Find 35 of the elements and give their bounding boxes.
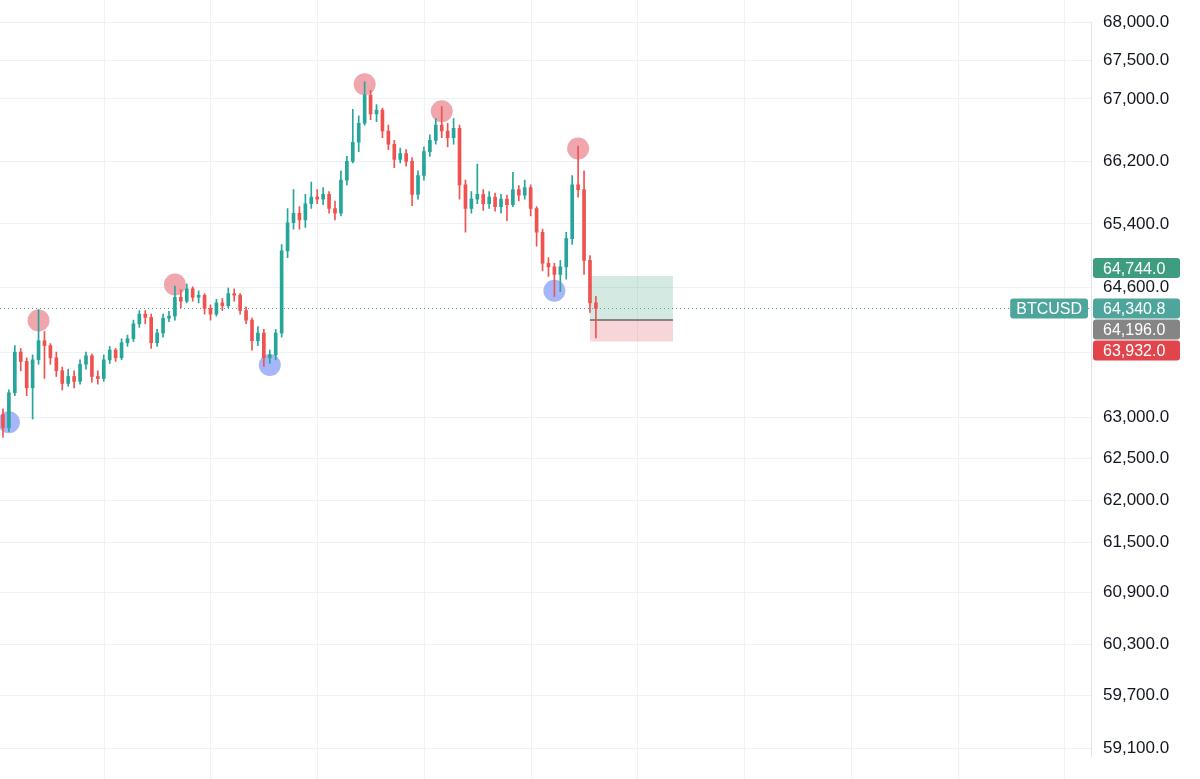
y-tick-label: 59,100.0 bbox=[1103, 737, 1170, 757]
text: 63,932.0 bbox=[1103, 341, 1166, 359]
y-tick-label: 62,500.0 bbox=[1103, 448, 1170, 468]
text: 64,744.0 bbox=[1103, 259, 1166, 277]
point bbox=[163, 273, 186, 296]
point bbox=[353, 73, 376, 96]
y-tick-label: 64,600.0 bbox=[1103, 277, 1170, 297]
text: 64,196.0 bbox=[1103, 320, 1166, 338]
y-tick-label: 59,700.0 bbox=[1103, 685, 1170, 705]
y-tick-label: 68,000.0 bbox=[1103, 11, 1170, 31]
candlestick bbox=[267, 349, 272, 364]
y-tick-label: 61,500.0 bbox=[1103, 531, 1170, 551]
y-tick-label: 60,300.0 bbox=[1103, 633, 1170, 653]
candlestick bbox=[439, 106, 444, 138]
y-tick-label: 62,000.0 bbox=[1103, 489, 1170, 509]
y-tick-label: 63,000.0 bbox=[1103, 407, 1170, 427]
y-tick-label: 67,500.0 bbox=[1103, 50, 1170, 70]
ref-line-label: BTCUSD bbox=[1016, 299, 1082, 317]
candlestick bbox=[594, 296, 598, 339]
y-tick-label: 60,900.0 bbox=[1103, 582, 1170, 602]
candlestick bbox=[475, 163, 480, 205]
y-tick-label: 66,200.0 bbox=[1103, 150, 1170, 170]
y-tick-label: 67,000.0 bbox=[1103, 88, 1170, 108]
point bbox=[567, 137, 590, 160]
candlestick bbox=[576, 145, 580, 198]
point bbox=[430, 100, 453, 123]
candlestick bbox=[96, 370, 100, 385]
candlestick bbox=[505, 194, 509, 222]
text: 64,340.8 bbox=[1103, 299, 1166, 317]
point bbox=[543, 279, 566, 302]
candlestick bbox=[321, 187, 325, 205]
y-tick-label: 65,400.0 bbox=[1103, 213, 1170, 233]
point bbox=[27, 309, 50, 332]
candlestick bbox=[232, 288, 237, 302]
candlestick bbox=[179, 289, 183, 308]
